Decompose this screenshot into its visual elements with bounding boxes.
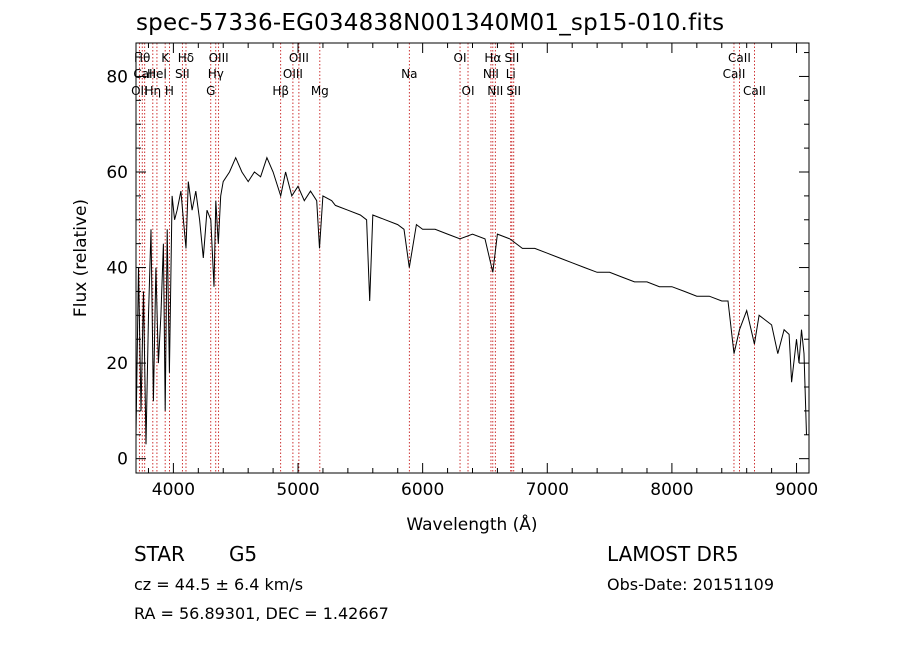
marker-label-21: NII [487,84,503,98]
x-tick-label-0: 4000 [152,480,195,500]
marker-label-9: G [206,84,215,98]
object-subclass: G5 [228,542,258,566]
x-axis-label: Wavelength (Å) [406,513,537,535]
marker-label-1: Hθ [134,51,150,65]
marker-label-3: Hη [145,84,162,98]
object-class: STAR G5 [134,542,257,566]
axis-ticks: 4000 5000 6000 7000 8000 9000 0 20 40 60 80 [106,43,818,500]
y-axis-label: Flux (relative) [71,199,91,317]
marker-label-7: SII [175,67,190,81]
chart-title: spec-57336-EG034838N001340M01_sp15-010.f… [136,10,725,36]
x-tick-label-4: 8000 [650,480,693,500]
marker-label-15: Mg [311,84,329,98]
observation-date: Obs-Date: 20151109 [607,575,775,594]
marker-label-8: Hδ [178,51,194,65]
x-tick-label-3: 7000 [526,480,569,500]
marker-label-14: OIII [289,51,309,65]
plot-frame [135,42,810,474]
survey-name: LAMOST DR5 [607,542,739,566]
marker-label-13: OIII [283,67,303,81]
y-tick-label-1: 20 [106,354,128,374]
marker-label-2: CaII [133,67,156,81]
y-tick-label-2: 40 [106,259,128,279]
marker-label-11: OIII [209,51,229,65]
marker-label-17: OI [454,51,467,65]
marker-label-10: Hγ [208,67,224,81]
marker-label-5: K [161,51,170,65]
marker-label-22: Li [506,67,516,81]
y-tick-label-3: 60 [106,163,128,183]
coordinates: RA = 56.89301, DEC = 1.42667 [134,604,389,623]
x-tick-label-5: 9000 [775,480,818,500]
spectrum-line [135,156,807,445]
marker-label-19: NII [483,67,499,81]
x-tick-label-1: 5000 [276,480,319,500]
marker-label-12: Hβ [272,84,289,98]
marker-label-18: OI [462,84,475,98]
y-tick-label-0: 0 [117,450,128,470]
x-tick-label-2: 6000 [401,480,444,500]
marker-label-25: CaII [723,67,746,81]
object-type: STAR [134,542,185,566]
marker-label-24: SII [506,84,521,98]
marker-label-16: Na [401,67,417,81]
spectral-line-labels: OIIHθCaIIHηHeIKHSIIHδGHγOIIIHβOIIIOIIIMg… [131,51,766,98]
marker-label-0: OII [131,84,148,98]
marker-label-26: CaII [728,51,751,65]
redshift-cz: cz = 44.5 ± 6.4 km/s [134,575,304,594]
marker-label-4: HeI [147,67,167,81]
marker-label-20: Hα [484,51,501,65]
spectral-line-markers [138,43,755,473]
marker-label-6: H [165,84,174,98]
marker-label-27: CaII [743,84,766,98]
y-tick-label-4: 80 [106,67,128,87]
marker-label-23: SII [505,51,520,65]
